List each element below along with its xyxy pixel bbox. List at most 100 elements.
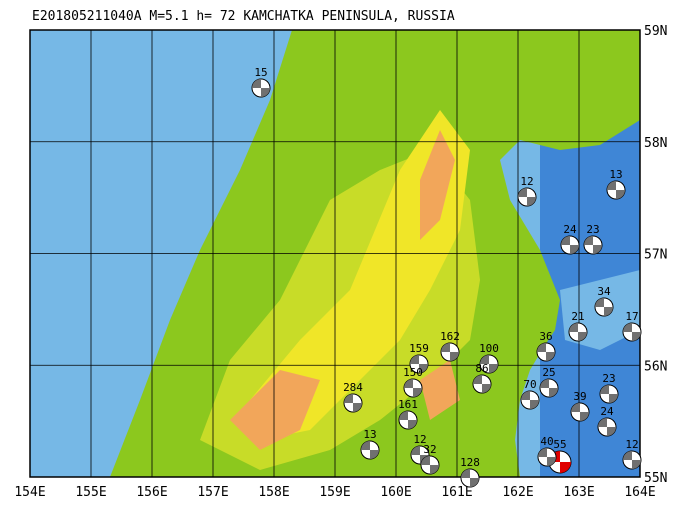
depth-label: 100 [479, 342, 499, 355]
lat-label: 59N [644, 24, 667, 39]
depth-label: 70 [523, 378, 536, 391]
depth-label: 162 [440, 330, 460, 343]
lon-label: 163E [563, 485, 594, 500]
beachball [622, 450, 642, 470]
beachball [472, 374, 492, 394]
beachball [597, 417, 617, 437]
lon-label: 156E [136, 485, 167, 500]
beachball-quadrant [441, 343, 459, 361]
beachball-quadrant [399, 411, 417, 429]
beachball [409, 354, 429, 374]
beachball [360, 440, 380, 460]
beachball-quadrant [623, 323, 641, 341]
beachball-quadrant [480, 355, 498, 373]
beachball-quadrant [607, 181, 625, 199]
beachball-quadrant [521, 391, 539, 409]
beachball [343, 393, 363, 413]
lon-label: 154E [14, 485, 45, 500]
beachball-quadrant [538, 448, 556, 466]
depth-label: 159 [409, 342, 429, 355]
beachball-quadrant [600, 385, 618, 403]
beachball [570, 402, 590, 422]
beachball-quadrant [540, 379, 558, 397]
frame [29, 29, 641, 478]
events: 15 12 13 24 23 34 21 17 36 162 159 100 150 86 284 25 70 2… [251, 66, 642, 488]
map-title: E201805211040A M=5.1 h= 72 KAMCHATKA PEN… [32, 9, 455, 24]
beachball [536, 342, 556, 362]
beachball-quadrant [623, 451, 641, 469]
depth-label: 34 [597, 285, 611, 298]
depth-label: 13 [609, 168, 622, 181]
lat-label: 57N [644, 248, 667, 263]
depth-label: 86 [475, 362, 488, 375]
beachball-quadrant [598, 418, 616, 436]
lon-label: 162E [502, 485, 533, 500]
depth-label: 12 [520, 175, 533, 188]
beachball-quadrant [561, 236, 579, 254]
lon-label: 161E [441, 485, 472, 500]
beachball-quadrant [537, 343, 555, 361]
beachball [251, 78, 271, 98]
beachball-quadrant [571, 403, 589, 421]
beachball-quadrant [344, 394, 362, 412]
beachball-quadrant [584, 236, 602, 254]
beachball [606, 180, 626, 200]
beachball-quadrant [252, 79, 270, 97]
beachball-quadrant [421, 456, 439, 474]
beachball-quadrant [361, 441, 379, 459]
lon-label: 157E [197, 485, 228, 500]
depth-label: 17 [625, 310, 638, 323]
lat-label: 55N [644, 471, 667, 486]
beachball-quadrant [569, 323, 587, 341]
lon-label: 155E [75, 485, 106, 500]
lat-label: 58N [644, 136, 667, 151]
beachball [583, 235, 603, 255]
beachball [539, 378, 559, 398]
beachball [403, 378, 423, 398]
depth-label: 21 [571, 310, 584, 323]
lon-label: 158E [258, 485, 289, 500]
depth-label: 150 [403, 366, 423, 379]
depth-label: 23 [586, 223, 599, 236]
beachball-quadrant [595, 298, 613, 316]
depth-label: 284 [343, 381, 363, 394]
beachball [460, 468, 480, 488]
beachball-quadrant [404, 379, 422, 397]
depth-label: 36 [539, 330, 552, 343]
beachball [440, 342, 460, 362]
beachball-quadrant [461, 469, 479, 487]
depth-label: 161 [398, 398, 418, 411]
lon-label: 159E [319, 485, 350, 500]
beachball [398, 410, 418, 430]
lon-label: 164E [624, 485, 655, 500]
beachball [599, 384, 619, 404]
depth-label: 24 [563, 223, 577, 236]
depth-label: 25 [542, 366, 555, 379]
beachball [520, 390, 540, 410]
beachball [420, 455, 440, 475]
beachball [537, 447, 557, 467]
lon-label: 160E [380, 485, 411, 500]
depth-label: 128 [460, 456, 480, 469]
depth-label: 15 [254, 66, 267, 79]
depth-label: 32 [423, 443, 436, 456]
beachball [594, 297, 614, 317]
beachball-quadrant [518, 188, 536, 206]
beachball [517, 187, 537, 207]
depth-label: 13 [363, 428, 376, 441]
depth-label: 55 [553, 438, 566, 451]
beachball-quadrant [410, 355, 428, 373]
depth-label: 12 [625, 438, 638, 451]
depth-label: 12 [413, 433, 426, 446]
lat-label: 56N [644, 359, 667, 374]
depth-label: 40 [540, 435, 553, 448]
beachball [568, 322, 588, 342]
depth-label: 39 [573, 390, 586, 403]
beachball [479, 354, 499, 374]
beachball-quadrant [473, 375, 491, 393]
beachball [560, 235, 580, 255]
depth-label: 23 [602, 372, 615, 385]
beachball [622, 322, 642, 342]
depth-label: 24 [600, 405, 614, 418]
